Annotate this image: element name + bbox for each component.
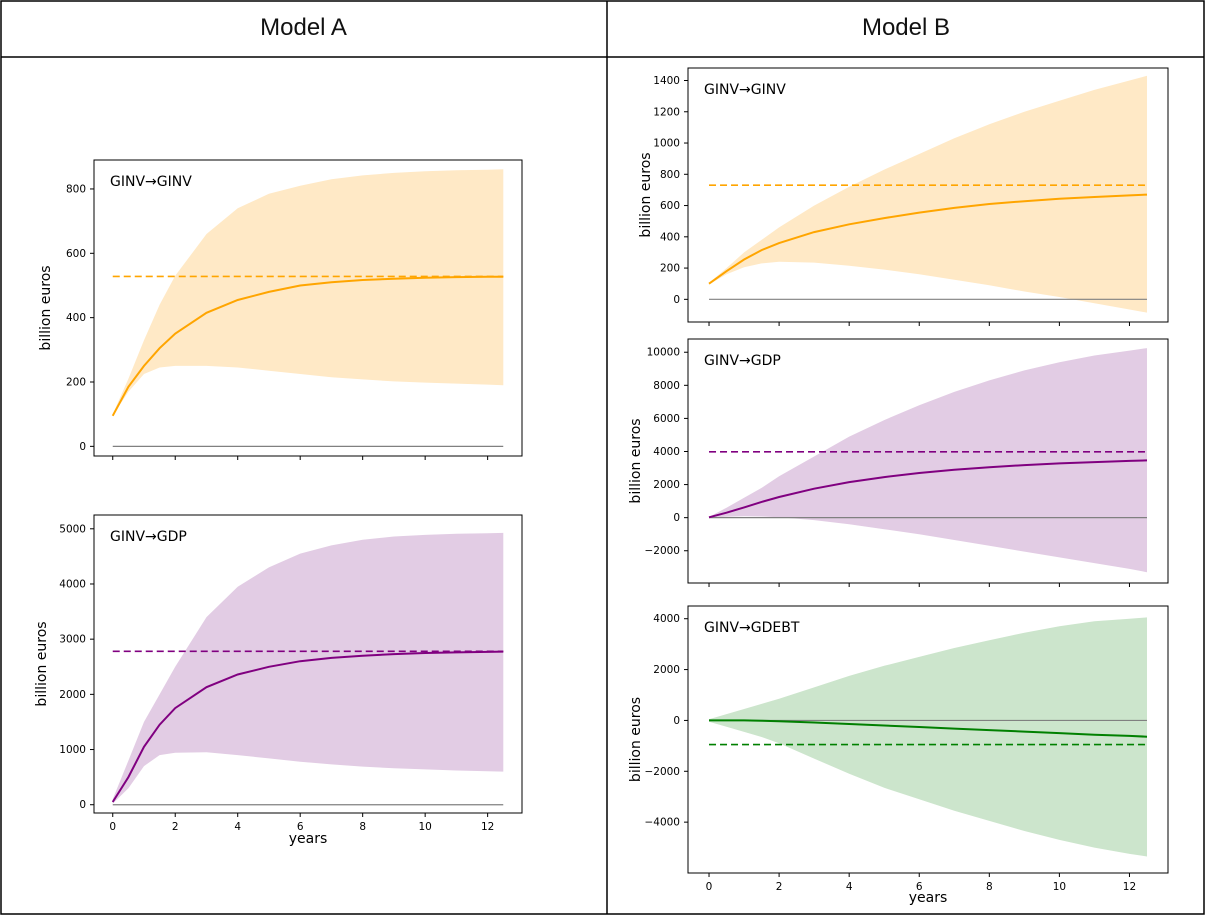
x-tick-label: 10 bbox=[418, 821, 431, 833]
y-tick-label: 8000 bbox=[653, 380, 680, 392]
y-tick-label: 2000 bbox=[653, 479, 680, 491]
panel-title: GINV→GDEBT bbox=[704, 620, 800, 636]
y-axis-label: billion euros bbox=[638, 152, 654, 237]
y-tick-label: 1000 bbox=[653, 138, 680, 150]
panel-title: GINV→GINV bbox=[704, 82, 786, 98]
y-tick-label: 600 bbox=[660, 200, 680, 212]
panel-title: GINV→GDP bbox=[110, 529, 187, 545]
x-axis-label: years bbox=[289, 831, 328, 847]
confidence-band bbox=[112, 532, 504, 804]
y-tick-label: 800 bbox=[660, 169, 680, 181]
chart-model-b-ginv-gdebt: −4000 −2000 0 2000 4000 0 2 4 6 8 10 12 GINV→GDEBT bi… bbox=[628, 605, 1169, 906]
y-tick-label: 0 bbox=[673, 512, 680, 524]
confidence-band bbox=[112, 169, 504, 416]
x-tick-label: 6 bbox=[916, 881, 923, 893]
x-tick-label: 2 bbox=[776, 881, 783, 893]
y-tick-label: −4000 bbox=[644, 817, 680, 829]
confidence-band bbox=[709, 348, 1147, 573]
column-header-model-a: Model A bbox=[260, 14, 347, 41]
panel-title: GINV→GINV bbox=[110, 174, 192, 190]
chart-model-a-ginv-ginv: 0 200 400 600 800 GINV→GINV billion euros bbox=[38, 159, 523, 460]
y-axis-label: billion euros bbox=[34, 621, 50, 706]
x-tick-label: 6 bbox=[297, 821, 304, 833]
y-axis-label: billion euros bbox=[38, 265, 54, 350]
y-tick-label: 2000 bbox=[653, 664, 680, 676]
chart-model-b-ginv-gdp: −2000 0 2000 4000 6000 8000 10000 GINV→GDP billi… bbox=[628, 338, 1169, 587]
y-tick-label: 5000 bbox=[59, 523, 86, 535]
y-tick-label: 4000 bbox=[653, 446, 680, 458]
median-response-line bbox=[111, 650, 504, 803]
plot-frame bbox=[687, 605, 1169, 874]
y-tick-label: 0 bbox=[673, 294, 680, 306]
y-tick-label: 0 bbox=[79, 441, 86, 453]
y-tick-label: −2000 bbox=[644, 545, 680, 557]
confidence-band bbox=[709, 617, 1147, 857]
y-tick-label: 10000 bbox=[647, 347, 680, 359]
plot-frame bbox=[93, 514, 523, 814]
x-tick-label: 8 bbox=[359, 821, 366, 833]
x-tick-label: 2 bbox=[172, 821, 179, 833]
x-tick-label: 4 bbox=[234, 821, 241, 833]
confidence-band bbox=[709, 75, 1147, 313]
y-tick-label: 1400 bbox=[653, 75, 680, 87]
x-tick-label: 12 bbox=[1123, 881, 1136, 893]
y-tick-label: −2000 bbox=[644, 766, 680, 778]
x-tick-label: 10 bbox=[1053, 881, 1066, 893]
x-tick-label: 0 bbox=[706, 881, 713, 893]
chart-model-a-ginv-gdp: 0 1000 2000 3000 4000 5000 0 2 4 6 8 10 12 GINV→GDP bi… bbox=[34, 514, 523, 847]
y-axis-label: billion euros bbox=[628, 418, 644, 503]
y-tick-label: 1000 bbox=[59, 744, 86, 756]
column-header-model-b: Model B bbox=[861, 14, 951, 41]
x-tick-label: 4 bbox=[846, 881, 853, 893]
y-tick-label: 1200 bbox=[653, 106, 680, 118]
y-tick-label: 800 bbox=[66, 183, 86, 195]
x-tick-label: 12 bbox=[481, 821, 494, 833]
y-tick-label: 3000 bbox=[59, 634, 86, 646]
y-axis-label: billion euros bbox=[628, 697, 644, 782]
plot-frame bbox=[687, 338, 1169, 584]
y-tick-label: 0 bbox=[79, 799, 86, 811]
median-response-line bbox=[708, 459, 1148, 519]
panel-title: GINV→GDP bbox=[704, 353, 781, 369]
y-tick-label: 4000 bbox=[59, 578, 86, 590]
y-tick-label: 0 bbox=[673, 715, 680, 727]
chart-model-b-ginv-ginv: 0 200 400 600 800 1000 1200 1400 GINV→GINV billio… bbox=[638, 67, 1169, 326]
median-response-line bbox=[111, 275, 504, 417]
x-tick-label: 8 bbox=[986, 881, 993, 893]
y-tick-label: 200 bbox=[660, 263, 680, 275]
y-tick-label: 6000 bbox=[653, 413, 680, 425]
y-tick-label: 400 bbox=[66, 312, 86, 324]
y-tick-label: 4000 bbox=[653, 613, 680, 625]
plot-frame bbox=[93, 159, 523, 457]
plot-frame bbox=[687, 67, 1169, 323]
y-tick-label: 2000 bbox=[59, 689, 86, 701]
x-axis-label: years bbox=[909, 890, 948, 906]
x-tick-label: 0 bbox=[109, 821, 116, 833]
y-tick-label: 200 bbox=[66, 377, 86, 389]
y-tick-label: 400 bbox=[660, 231, 680, 243]
y-tick-label: 600 bbox=[66, 248, 86, 260]
median-response-line bbox=[708, 193, 1148, 285]
median-response-line bbox=[709, 719, 1148, 738]
